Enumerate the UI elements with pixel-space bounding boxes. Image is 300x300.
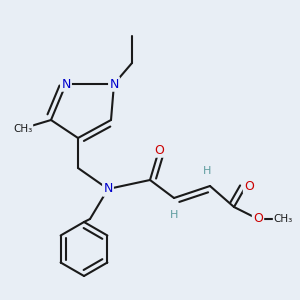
Text: N: N — [109, 77, 119, 91]
Text: CH₃: CH₃ — [274, 214, 293, 224]
Text: N: N — [103, 182, 113, 196]
Text: H: H — [170, 209, 178, 220]
Text: CH₃: CH₃ — [13, 124, 32, 134]
Text: H: H — [203, 166, 211, 176]
Text: O: O — [253, 212, 263, 226]
Text: O: O — [154, 143, 164, 157]
Text: N: N — [61, 77, 71, 91]
Text: O: O — [244, 179, 254, 193]
